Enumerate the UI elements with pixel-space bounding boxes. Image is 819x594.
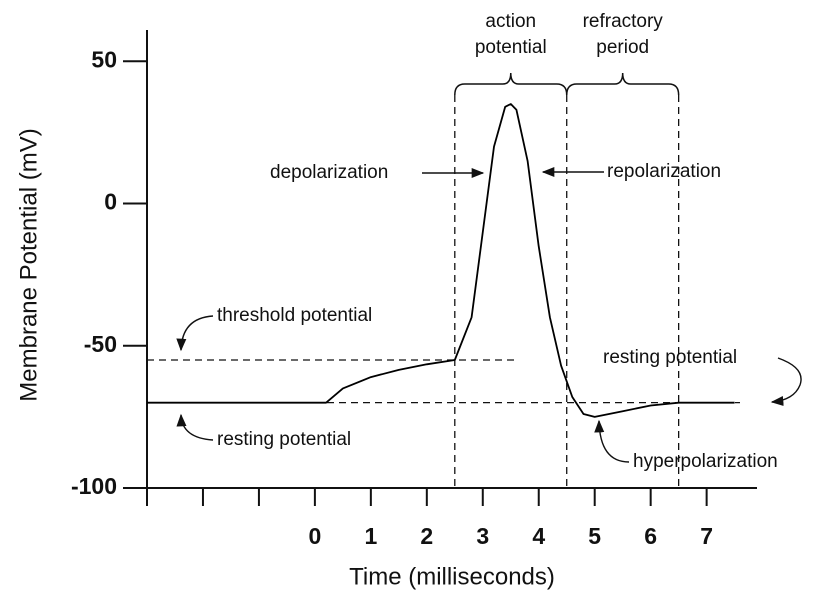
x-tick-label: 0 — [308, 523, 321, 549]
y-tick-label: 50 — [91, 46, 117, 72]
bracket-label: action — [485, 11, 536, 32]
x-tick-label: 5 — [588, 523, 601, 549]
x-tick-label: 7 — [700, 523, 713, 549]
annotation-arrow — [176, 315, 214, 352]
annotation: threshold potential — [217, 305, 372, 326]
annotation: repolarization — [607, 161, 721, 182]
annotation-arrow — [594, 419, 630, 463]
annotation: resting potential — [603, 347, 737, 368]
bracket — [454, 72, 568, 96]
potential-line — [147, 103, 735, 418]
bracket-label: potential — [475, 37, 547, 58]
annotation: resting potential — [217, 429, 351, 450]
x-tick-label: 6 — [644, 523, 657, 549]
x-tick-label: 4 — [532, 523, 545, 549]
bracket-label: refractory — [583, 11, 664, 32]
y-tick-label: -50 — [84, 331, 117, 357]
annotation-arrow — [770, 357, 802, 406]
x-tick-label: 2 — [420, 523, 433, 549]
annotation: hyperpolarization — [633, 451, 778, 472]
x-tick-label: 3 — [476, 523, 489, 549]
y-axis-label: Membrane Potential (mV) — [15, 128, 42, 401]
bracket-label: period — [596, 37, 649, 58]
bracket — [565, 72, 680, 96]
annotation-arrow — [176, 413, 214, 441]
annotation: depolarization — [270, 162, 388, 183]
y-tick-label: -100 — [71, 473, 117, 499]
x-axis-label: Time (milliseconds) — [349, 563, 555, 590]
x-tick-label: 1 — [364, 523, 377, 549]
y-tick-label: 0 — [104, 189, 117, 215]
